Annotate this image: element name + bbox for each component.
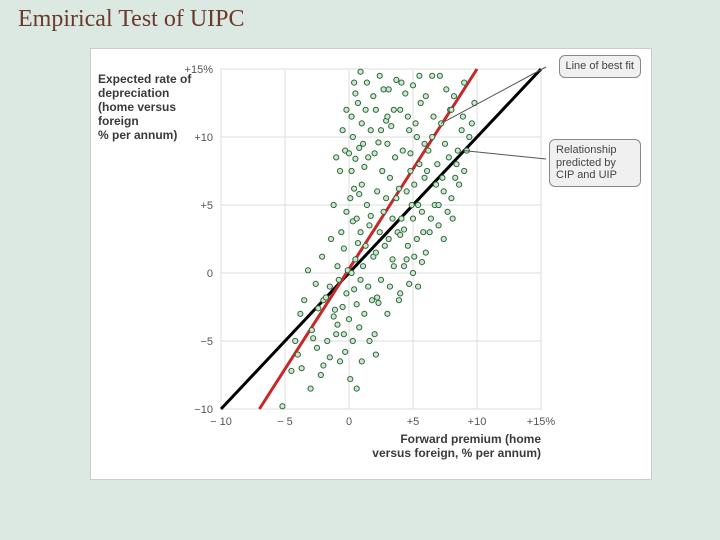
slide: Empirical Test of UIPC − 10 − 5 0 +5 +10 +15%… xyxy=(0,0,720,540)
svg-text:−10: −10 xyxy=(194,404,213,416)
svg-text:(home versus: (home versus xyxy=(98,100,176,114)
svg-text:depreciation: depreciation xyxy=(98,86,169,100)
scatter-chart: − 10− 50+5+10+15%−10−50+5+10+15%Forward … xyxy=(91,49,651,479)
callout-line-of-best-fit: Line of best fit xyxy=(559,55,642,78)
svg-text:% per annum): % per annum) xyxy=(98,128,177,142)
svg-text:+10: +10 xyxy=(194,132,213,144)
svg-text:− 10: − 10 xyxy=(210,416,232,428)
svg-text:0: 0 xyxy=(207,268,213,280)
svg-text:−5: −5 xyxy=(200,336,213,348)
chart-container: − 10− 50+5+10+15%−10−50+5+10+15%Forward … xyxy=(90,48,652,480)
svg-text:− 5: − 5 xyxy=(277,416,293,428)
svg-text:foreign: foreign xyxy=(98,114,139,128)
svg-text:+15%: +15% xyxy=(527,416,556,428)
svg-text:+5: +5 xyxy=(407,416,420,428)
callout-predicted-relationship: Relationship predicted by CIP and UIP xyxy=(549,139,641,187)
svg-text:+5: +5 xyxy=(200,200,213,212)
svg-text:Expected rate of: Expected rate of xyxy=(98,72,192,86)
svg-text:0: 0 xyxy=(346,416,352,428)
svg-text:versus foreign, % per annum): versus foreign, % per annum) xyxy=(372,446,541,460)
svg-text:Forward premium (home: Forward premium (home xyxy=(400,432,541,446)
svg-text:+10: +10 xyxy=(468,416,487,428)
callout-text: Relationship predicted by CIP and UIP xyxy=(556,144,617,181)
slide-title: Empirical Test of UIPC xyxy=(18,6,245,33)
callout-text: Line of best fit xyxy=(566,60,635,72)
